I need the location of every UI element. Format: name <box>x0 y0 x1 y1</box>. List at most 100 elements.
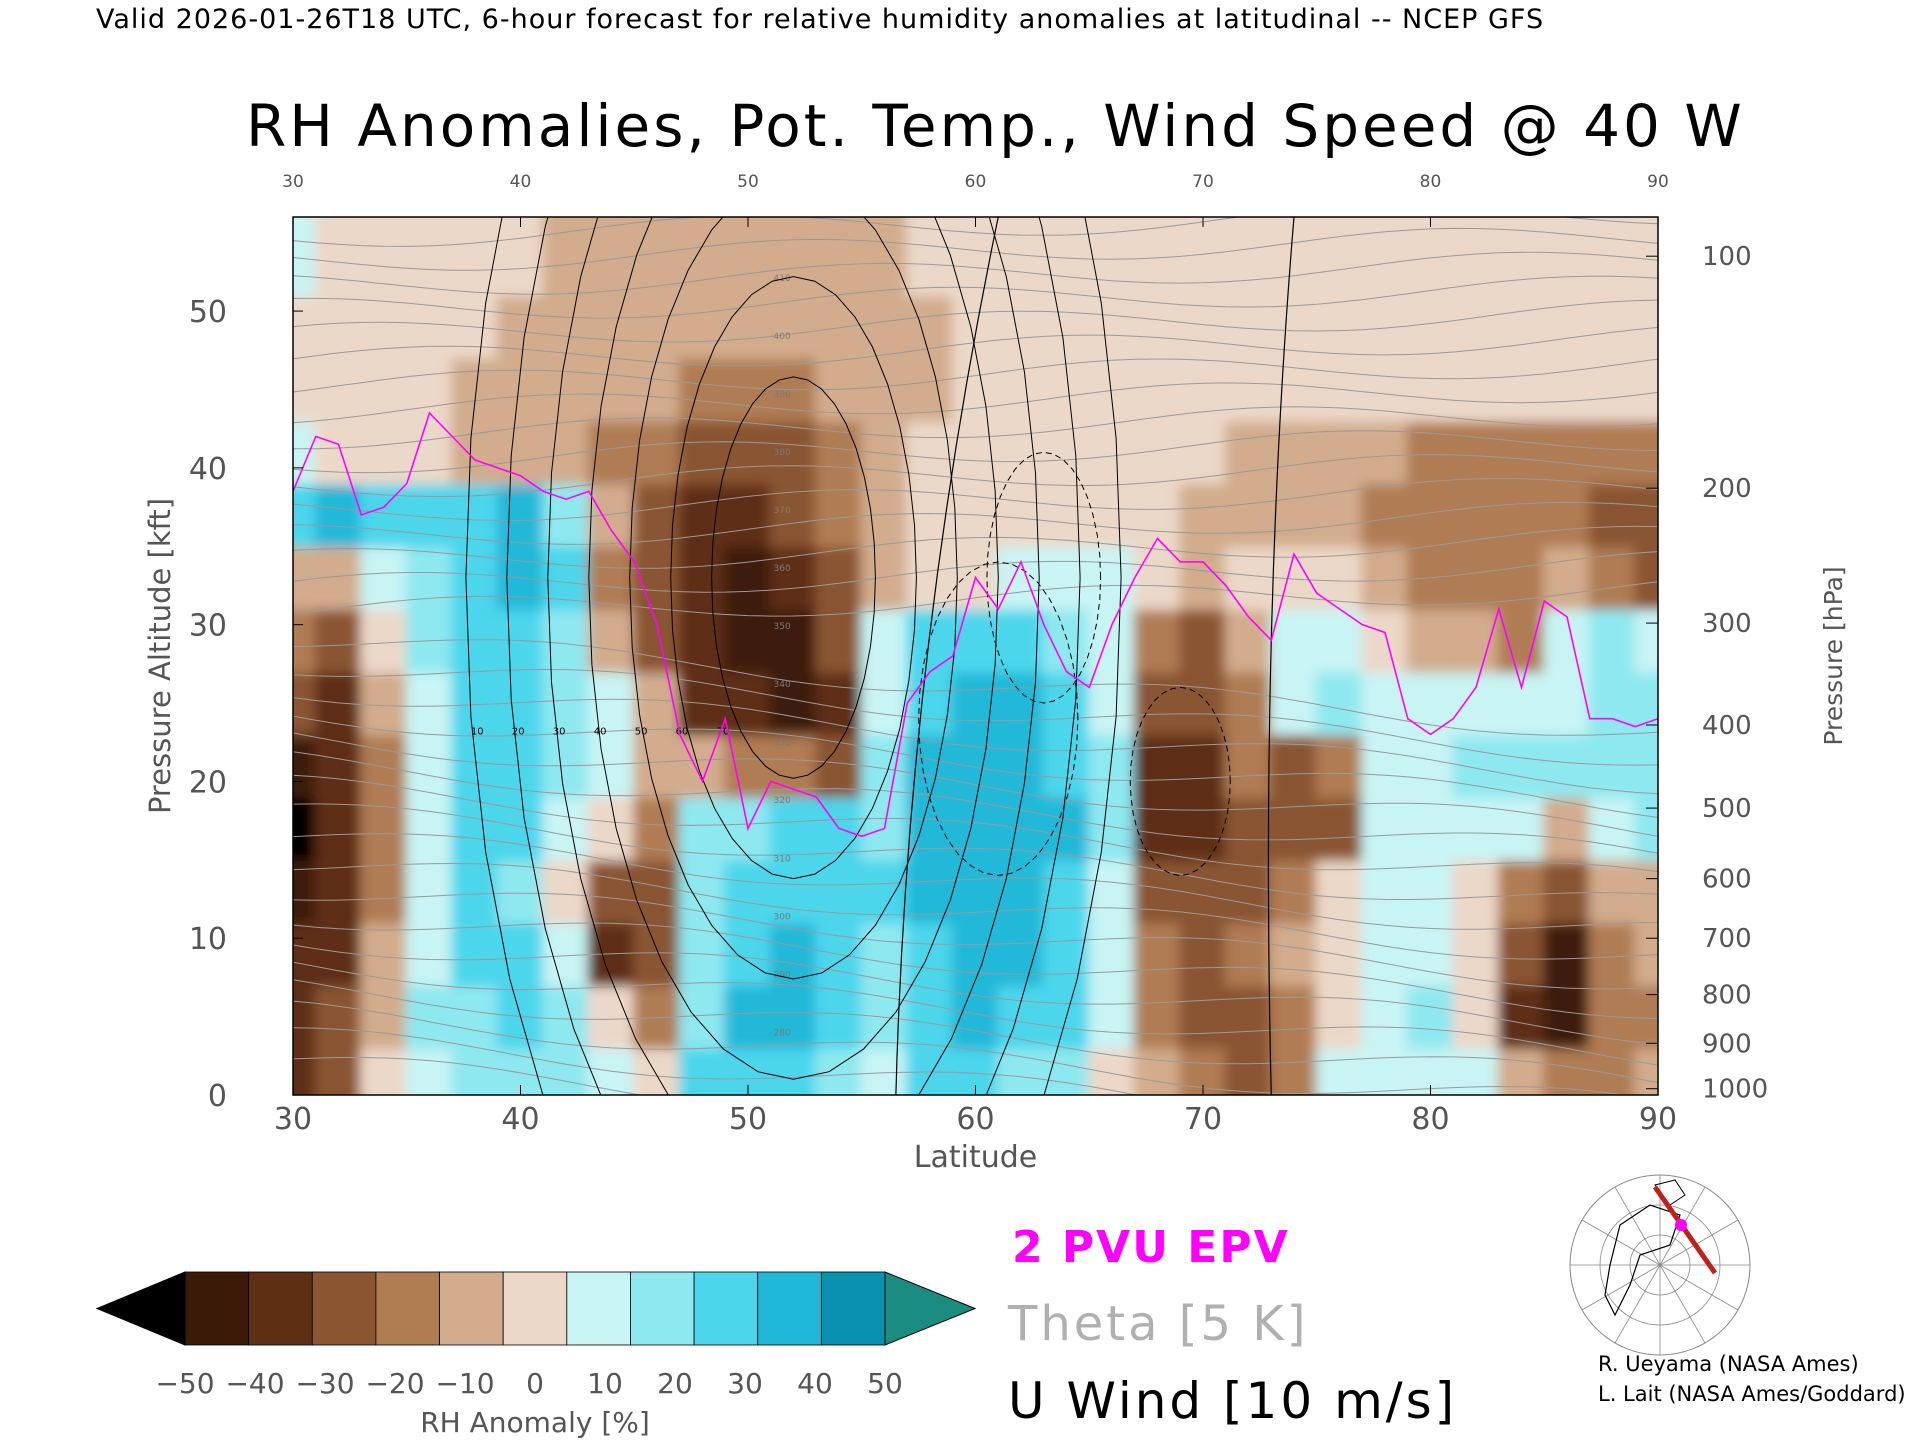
rh-cell <box>769 545 818 610</box>
theta-contours: 280 290 300 310 320 330 340 350 360 370 380 390 400 4… <box>293 217 1658 1095</box>
rh-cell <box>293 294 317 360</box>
x-tick-label: 40 <box>501 1102 539 1137</box>
rh-cell <box>1088 545 1136 610</box>
x-top-tick-label: 40 <box>510 172 532 192</box>
rh-cell <box>860 607 909 673</box>
rh-cell <box>1497 733 1546 799</box>
theta-contour-label: 370 <box>774 506 791 516</box>
rh-cell <box>1315 733 1364 799</box>
rh-cell <box>1452 670 1500 736</box>
rh-cell <box>451 796 499 861</box>
rh-cell <box>1088 858 1136 924</box>
rh-cell <box>1406 607 1455 673</box>
theta-contour <box>293 454 1658 497</box>
rh-cell <box>360 1046 408 1095</box>
rh-cell <box>1406 670 1455 736</box>
rh-cell <box>1224 607 1273 673</box>
rh-cell <box>496 858 545 924</box>
rh-cell <box>1406 921 1455 987</box>
x-tick-label: 30 <box>274 1102 312 1137</box>
theta-contour <box>293 668 1658 766</box>
rh-cell <box>1133 1046 1182 1095</box>
rh-cell <box>1543 796 1591 861</box>
rh-cell <box>860 294 909 360</box>
rh-cell <box>314 733 363 799</box>
u-wind-contour-label: 20 <box>512 726 525 737</box>
x-top-tick-label: 90 <box>1647 172 1669 192</box>
rh-cell <box>906 294 954 360</box>
x-tick-label: 60 <box>956 1102 994 1137</box>
theta-contour <box>293 501 1658 545</box>
rh-cell <box>1588 217 1637 297</box>
rh-cell <box>1361 419 1409 485</box>
rh-cell <box>587 858 636 924</box>
legend-epv-label: 2 PVU EPV <box>1012 1222 1290 1273</box>
rh-cell <box>997 357 1045 422</box>
rh-cell <box>906 670 954 736</box>
rh-cell <box>815 670 863 736</box>
rh-cell <box>451 482 499 548</box>
rh-cell <box>1315 670 1364 736</box>
rh-cell <box>1452 733 1500 799</box>
x-top-tick-label: 50 <box>737 172 759 192</box>
rh-cell <box>496 921 545 987</box>
rh-cell <box>1270 482 1318 548</box>
rh-cell <box>860 858 909 924</box>
inset-map-meridian <box>1659 1264 1739 1311</box>
rh-cell <box>860 545 909 610</box>
rh-cell <box>1406 984 1455 1049</box>
rh-cell <box>314 419 363 485</box>
rh-cell <box>1042 670 1091 736</box>
rh-cell <box>1224 984 1273 1049</box>
rh-cell <box>314 357 363 422</box>
rh-cell <box>405 217 454 297</box>
rh-cell <box>587 607 636 673</box>
rh-cell <box>542 858 590 924</box>
rh-cell <box>1224 482 1273 548</box>
rh-cell <box>906 984 954 1049</box>
theta-contour-label: 360 <box>774 564 791 574</box>
colorbar-tick-label: −20 <box>365 1367 424 1400</box>
u-wind-contour-label: 50 <box>635 726 648 737</box>
rh-cell <box>405 796 454 861</box>
rh-cell <box>1088 796 1136 861</box>
colorbar-tick-label: 10 <box>587 1367 623 1400</box>
rh-cell <box>997 545 1045 610</box>
rh-cell <box>451 733 499 799</box>
rh-cell <box>1133 357 1182 422</box>
right-tick-label: 100 <box>1702 242 1752 272</box>
rh-cell <box>1315 294 1364 360</box>
rh-cell <box>1634 357 1658 422</box>
rh-cell <box>542 294 590 360</box>
rh-cell <box>1634 545 1658 610</box>
chart-title: RH Anomalies, Pot. Temp., Wind Speed @ 4… <box>246 92 1745 160</box>
rh-cell <box>724 419 772 485</box>
theta-contour <box>293 862 1658 960</box>
credit-line-1: R. Ueyama (NASA Ames) <box>1598 1352 1859 1376</box>
rh-cell <box>360 357 408 422</box>
rh-cell <box>1588 670 1637 736</box>
theta-contour <box>293 217 1658 247</box>
theta-contour <box>293 299 1658 343</box>
theta-contour-label: 350 <box>774 622 791 632</box>
rh-cell <box>1042 294 1091 360</box>
rh-cell <box>451 1046 499 1095</box>
rh-cell <box>360 607 408 673</box>
rh-cell <box>1133 545 1182 610</box>
rh-cell <box>860 1046 909 1095</box>
rh-cell <box>1179 733 1227 799</box>
rh-cell <box>1042 858 1091 924</box>
colorbar-tick-label: 50 <box>867 1367 903 1400</box>
rh-cell <box>1133 670 1182 736</box>
rh-cell <box>769 419 818 485</box>
rh-cell <box>906 607 954 673</box>
rh-cell <box>1224 357 1273 422</box>
rh-cell <box>405 482 454 548</box>
rh-cell <box>1543 419 1591 485</box>
x-top-tick-label: 30 <box>282 172 304 192</box>
rh-cell <box>542 670 590 736</box>
rh-cell <box>633 796 681 861</box>
theta-contour <box>293 944 1658 1045</box>
rh-cell <box>1588 921 1637 987</box>
inset-map-coastline <box>1604 1204 1681 1317</box>
